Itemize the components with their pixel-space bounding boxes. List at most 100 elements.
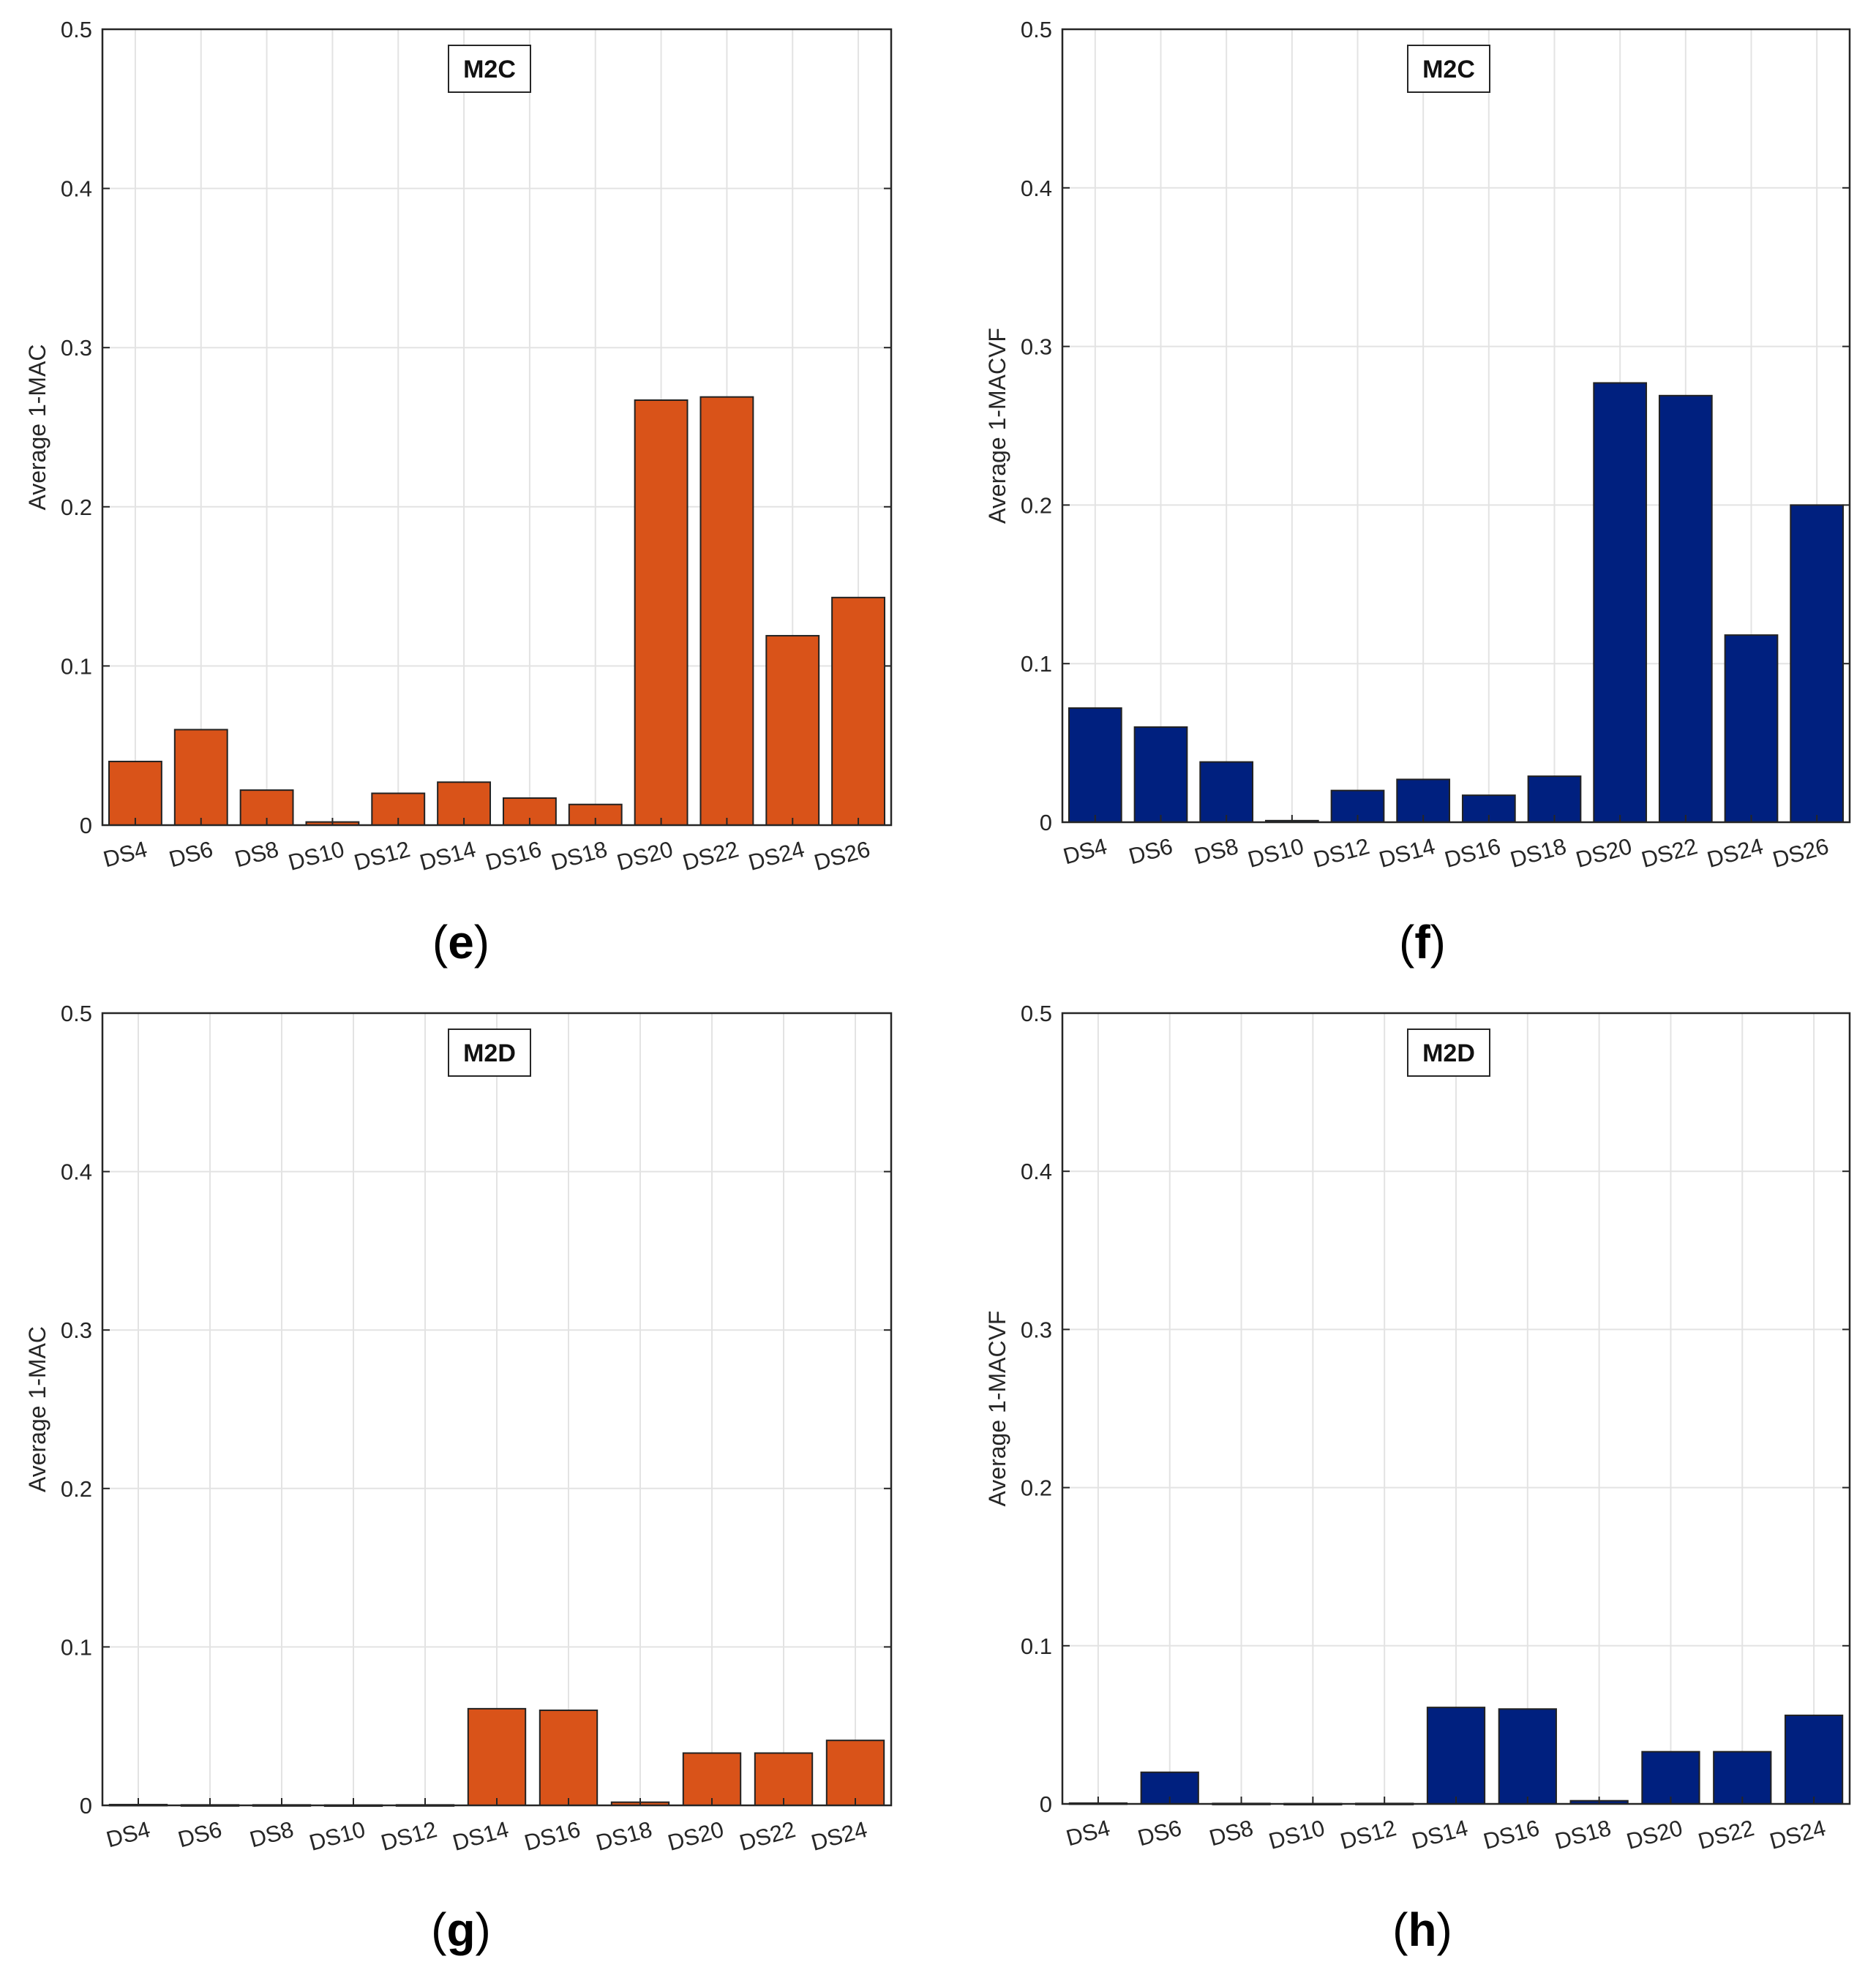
x-tick-label: DS18: [1552, 1815, 1613, 1854]
bar-ds22: [1713, 1751, 1772, 1805]
x-tick-label: DS14: [450, 1816, 511, 1856]
x-tick-label: DS10: [1266, 1815, 1327, 1854]
panel-caption: (g): [431, 1903, 491, 1956]
chart-title: M2D: [463, 1039, 516, 1067]
y-tick-label: 0.1: [61, 653, 92, 679]
x-tick-label: DS16: [483, 836, 544, 876]
bar-ds4: [108, 760, 162, 826]
x-tick-label: DS14: [1376, 833, 1438, 873]
x-tick-label: DS24: [1767, 1815, 1828, 1854]
caption-paren-close: ): [476, 1903, 491, 1956]
y-tick-label: 0.4: [1021, 1159, 1052, 1184]
y-axis-label: Average 1-MAC: [24, 344, 50, 510]
bar-ds22: [754, 1752, 814, 1806]
x-tick-label: DS24: [808, 1816, 870, 1856]
chart-panel-g: 0 0.1 0.2 0.3 0.4 0.5 DS4 DS6 DS8 DS10 DS12 DS14 DS1…: [24, 1001, 893, 1956]
chart-panel-h: 0 0.1 0.2 0.3 0.4 0.5 DS4 DS6 DS8 DS10 DS12 DS14 DS1…: [984, 1001, 1851, 1956]
title-box: [1407, 1029, 1490, 1077]
bar-ds26: [831, 596, 886, 826]
y-tick-label: 0.5: [61, 1001, 92, 1026]
x-tick-label: DS4: [1060, 833, 1109, 869]
caption-letter: e: [448, 916, 474, 969]
x-tick-label: DS20: [665, 1816, 727, 1856]
x-tick-label: DS20: [1573, 833, 1635, 873]
y-tick-label: 0.1: [61, 1634, 92, 1660]
x-tick-label: DS14: [417, 836, 479, 876]
y-tick-label: 0.2: [1021, 492, 1052, 518]
axes-box: [1061, 28, 1851, 824]
x-tick-label: DS6: [1126, 833, 1175, 869]
bar-ds20: [634, 399, 689, 826]
bar-ds24: [825, 1740, 885, 1807]
x-tick-label: DS6: [1135, 1815, 1184, 1851]
x-tick-label: DS12: [351, 836, 413, 876]
x-tick-label: DS22: [737, 1816, 798, 1856]
x-tick-label: DS20: [614, 836, 675, 876]
bar-ds14: [467, 1707, 527, 1807]
y-tick-label: 0.3: [61, 335, 92, 361]
bar-ds22: [1658, 394, 1713, 823]
caption-paren-open: (: [1399, 916, 1414, 969]
bar-ds18: [1527, 775, 1582, 824]
y-tick-label: 0.5: [1021, 1001, 1052, 1026]
chart-title: M2C: [1422, 56, 1475, 83]
caption-paren-open: (: [432, 916, 448, 969]
y-axis-label: Average 1-MACVF: [984, 328, 1010, 524]
y-tick-label: 0.2: [61, 1476, 92, 1502]
caption-letter: g: [446, 1903, 475, 1956]
panel-caption: (h): [1392, 1903, 1452, 1956]
x-tick-label: DS14: [1409, 1815, 1471, 1854]
bar-ds8: [1199, 761, 1254, 823]
x-tick-label: DS4: [1063, 1815, 1112, 1851]
x-tick-label: DS20: [1624, 1815, 1685, 1854]
x-tick-label: DS12: [1310, 833, 1372, 873]
x-tick-label: DS18: [549, 836, 610, 876]
x-tick-label: DS16: [1481, 1815, 1542, 1854]
bar-ds24: [1724, 634, 1779, 824]
y-tick-label: 0: [1040, 1791, 1052, 1817]
caption-paren-close: ): [1437, 1903, 1452, 1956]
x-tick-label: DS4: [103, 1816, 152, 1852]
y-tick-label: 0.4: [61, 176, 92, 202]
y-tick-label: 0: [80, 813, 92, 838]
bar-ds26: [1790, 504, 1845, 824]
panel-caption: (e): [432, 916, 489, 969]
x-tick-label: DS6: [166, 836, 215, 872]
bar-ds6: [173, 729, 228, 826]
y-tick-label: 0: [1040, 810, 1052, 835]
bar-ds20: [1641, 1751, 1700, 1805]
y-tick-label: 0.4: [1021, 176, 1052, 201]
x-tick-label: DS8: [1207, 1815, 1256, 1851]
panel-caption: (f): [1399, 916, 1446, 969]
x-tick-label: DS10: [1245, 833, 1307, 873]
bar-ds14: [1426, 1707, 1486, 1805]
bar-ds16: [1498, 1708, 1557, 1805]
y-tick-label: 0.2: [61, 494, 92, 520]
x-tick-label: DS26: [1770, 833, 1831, 873]
y-tick-label: 0.3: [61, 1317, 92, 1343]
y-tick-label: 0.5: [1021, 17, 1052, 42]
axes-box: [101, 28, 893, 827]
caption-paren-open: (: [431, 1903, 446, 1956]
chart-title: M2D: [1422, 1039, 1475, 1067]
y-tick-label: 0.3: [1021, 1317, 1052, 1342]
caption-letter: f: [1414, 916, 1430, 969]
x-tick-label: DS18: [593, 1816, 655, 1856]
title-box: [1407, 45, 1490, 93]
x-tick-label: DS4: [100, 836, 149, 872]
x-tick-label: DS10: [285, 836, 347, 876]
x-tick-label: DS22: [1639, 833, 1700, 873]
x-tick-label: DS18: [1507, 833, 1569, 873]
y-tick-label: 0.1: [1021, 651, 1052, 677]
y-tick-label: 0.1: [1021, 1633, 1052, 1659]
x-tick-label: DS16: [1442, 833, 1504, 873]
y-tick-label: 0.2: [1021, 1475, 1052, 1501]
x-tick-label: DS8: [247, 1816, 296, 1852]
title-box: [448, 45, 531, 93]
caption-letter: h: [1408, 1903, 1436, 1956]
bar-ds16: [539, 1710, 599, 1807]
x-tick-label: DS26: [811, 836, 873, 876]
x-tick-label: DS22: [1695, 1815, 1757, 1854]
